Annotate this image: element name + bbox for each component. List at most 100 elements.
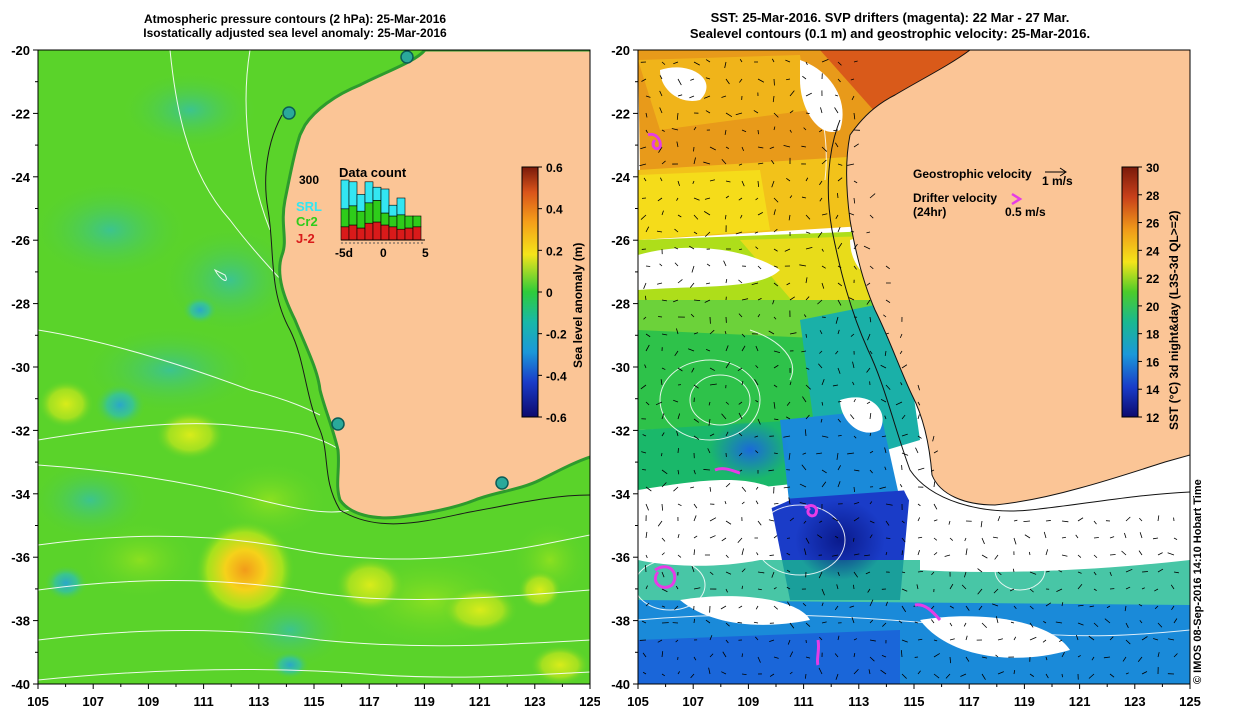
right-title: SST: 25-Mar-2016. SVP drifters (magenta)… xyxy=(660,10,1120,42)
lon-tick-label: 105 xyxy=(27,694,49,709)
inset-bar-red xyxy=(372,221,382,241)
lat-tick-label: -28 xyxy=(11,297,30,312)
lat-tick-label: -32 xyxy=(611,423,630,438)
inset-bar-red xyxy=(348,224,358,241)
lat-tick-label: -26 xyxy=(611,233,630,248)
lat-tick-label: -36 xyxy=(611,550,630,565)
sst-map: -20 -22 -24 -26 -28 -30 -32 -34 -36 -38 -40 105 107… xyxy=(611,43,1201,709)
lat-tick-label: -20 xyxy=(611,43,630,58)
right-lon-axis: 105 107 109 111 113 115 117 119 121 123 125 xyxy=(627,684,1201,709)
colorbar-tick-label: 14 xyxy=(1146,383,1160,397)
lat-tick-label: -34 xyxy=(11,487,31,502)
lon-tick-label: 125 xyxy=(1179,694,1201,709)
right-lat-axis: -20 -22 -24 -26 -28 -30 -32 -34 -36 -38 -40 xyxy=(611,43,638,692)
inset-legend-cr2: Cr2 xyxy=(296,214,318,229)
colorbar-tick-label: 0.2 xyxy=(546,244,563,258)
tide-gauge-marker xyxy=(282,106,296,120)
tide-gauge-marker xyxy=(495,476,509,490)
inset-bar-cyan xyxy=(396,197,406,216)
inset-bar-red xyxy=(364,222,374,241)
lon-tick-label: 113 xyxy=(848,694,869,709)
lat-tick-label: -36 xyxy=(11,550,30,565)
tide-gauge-marker xyxy=(331,417,345,431)
credit-text: © IMOS 08-Sep-2016 14:10 Hobart Time xyxy=(1192,479,1204,684)
sea-level-anomaly-map: -20 -22 -24 -26 -28 -30 -32 -34 -36 -38 -40 105 107… xyxy=(11,43,600,709)
inset-bar-green xyxy=(340,208,350,228)
lon-tick-label: 109 xyxy=(738,694,760,709)
lat-tick-label: -20 xyxy=(11,43,30,58)
inset-bar-red xyxy=(404,227,414,241)
inset-bar-red xyxy=(356,227,366,241)
lon-tick-label: 119 xyxy=(414,694,435,709)
inset-bar-cyan xyxy=(364,181,374,204)
inset-bar-red xyxy=(380,224,390,241)
lon-tick-label: 123 xyxy=(524,694,546,709)
inset-bar-cyan xyxy=(356,194,366,212)
left-title: Atmospheric pressure contours (2 hPa): 2… xyxy=(95,12,495,40)
inset-bar-green xyxy=(380,212,390,226)
lon-tick-label: 115 xyxy=(304,694,325,709)
lat-tick-label: -30 xyxy=(611,360,630,375)
sla-colorbar: 0.6 0.4 0.2 0 -0.2 -0.4 -0.6 Sea level anomaly… xyxy=(521,161,585,425)
inset-bar-cyan xyxy=(380,188,390,214)
drifter-velocity-label: Drifter velocity xyxy=(913,191,997,205)
inset-bar-red xyxy=(412,226,422,241)
lon-tick-label: 117 xyxy=(359,694,380,709)
lat-tick-label: -30 xyxy=(11,360,30,375)
left-lat-axis: -20 -22 -24 -26 -28 -30 -32 -34 -36 -38 -40 xyxy=(11,43,38,692)
inset-xtick: 5 xyxy=(422,246,429,260)
drifter-velocity-sub: (24hr) xyxy=(913,205,946,219)
lon-tick-label: 111 xyxy=(193,694,213,709)
inset-bar-cyan xyxy=(348,181,358,207)
lat-tick-label: -34 xyxy=(611,487,631,502)
colorbar-tick-label: 22 xyxy=(1146,272,1160,286)
inset-bar-green xyxy=(356,210,366,229)
lon-tick-label: 125 xyxy=(579,694,600,709)
inset-bar-cyan xyxy=(372,186,382,201)
lon-tick-label: 107 xyxy=(82,694,104,709)
inset-max-label: 300 xyxy=(299,173,319,187)
colorbar-tick-label: 0 xyxy=(546,286,553,300)
colorbar-tick-label: 0.4 xyxy=(546,203,563,217)
lat-tick-label: -32 xyxy=(11,423,30,438)
left-title-line1: Atmospheric pressure contours (2 hPa): 2… xyxy=(143,12,447,26)
inset-bar-green xyxy=(372,200,382,223)
lon-tick-label: 109 xyxy=(138,694,160,709)
lon-tick-label: 121 xyxy=(469,694,491,709)
lat-tick-label: -38 xyxy=(11,614,30,629)
tide-gauge-marker xyxy=(400,50,414,64)
geo-velocity-label: Geostrophic velocity xyxy=(913,167,1032,181)
velocity-legend: Geostrophic velocity 1 m/s Drifter veloc… xyxy=(913,167,1073,219)
colorbar-tick-label: 24 xyxy=(1146,244,1160,258)
inset-legend-srl: SRL xyxy=(296,199,322,214)
lat-tick-label: -22 xyxy=(611,106,630,121)
lon-tick-label: 113 xyxy=(248,694,269,709)
colorbar-tick-label: -0.2 xyxy=(546,328,567,342)
colorbar-tick-label: 18 xyxy=(1146,328,1160,342)
inset-bar-red xyxy=(396,228,406,241)
lon-tick-label: 121 xyxy=(1069,694,1091,709)
inset-title: Data count xyxy=(339,165,407,180)
colorbar-tick-label: 0.6 xyxy=(546,161,563,175)
inset-bar-cyan xyxy=(340,179,350,210)
inset-bar-red xyxy=(340,226,350,241)
inset-bar-green xyxy=(404,215,414,229)
inset-xtick: -5d xyxy=(335,246,353,260)
right-title-line2: Sealevel contours (0.1 m) and geostrophi… xyxy=(689,26,1091,41)
inset-bar-green xyxy=(412,215,422,228)
left-title-line2: Isostatically adjusted sea level anomaly… xyxy=(143,26,447,40)
left-lon-axis: 105 107 109 111 113 115 117 119 121 123 125 xyxy=(27,684,600,709)
inset-bar-green xyxy=(388,215,398,228)
sla-colorbar-label: Sea level anomaly (m) xyxy=(571,243,585,368)
lon-tick-label: 105 xyxy=(627,694,649,709)
lon-tick-label: 115 xyxy=(904,694,925,709)
lat-tick-label: -40 xyxy=(611,677,630,692)
right-title-line1: SST: 25-Mar-2016. SVP drifters (magenta)… xyxy=(710,10,1070,25)
sla-high-anomaly xyxy=(195,520,295,620)
drifter-velocity-scale: 0.5 m/s xyxy=(1005,205,1046,219)
lat-tick-label: -28 xyxy=(611,297,630,312)
lon-tick-label: 123 xyxy=(1124,694,1146,709)
lat-tick-label: -22 xyxy=(11,106,30,121)
geo-velocity-scale: 1 m/s xyxy=(1042,174,1073,188)
inset-bar-green xyxy=(364,202,374,224)
